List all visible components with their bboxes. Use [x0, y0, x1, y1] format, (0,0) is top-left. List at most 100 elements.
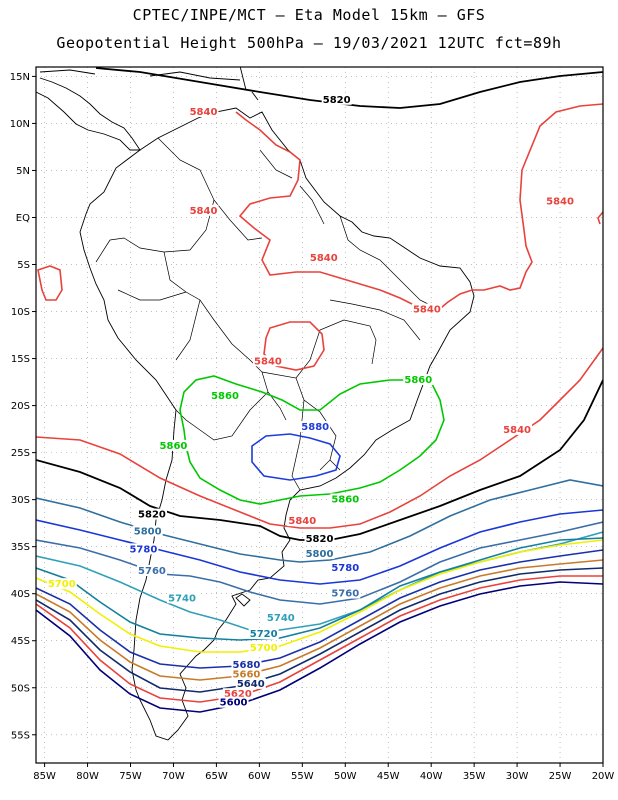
contour-label-5840: 5840 [546, 196, 574, 207]
falkland-islands [235, 593, 251, 607]
lon-tick-label: 45W [377, 771, 400, 782]
contour-label-5740: 5740 [267, 613, 295, 624]
country-borders [95, 137, 441, 491]
contour-label-background [545, 195, 576, 207]
contour-label-5780: 5780 [129, 544, 157, 555]
lat-lon-grid [36, 67, 604, 763]
contour-label-5840: 5840 [503, 425, 531, 436]
contour-label-5820: 5820 [138, 510, 166, 521]
lon-tick-label: 50W [334, 771, 357, 782]
contour-label-5860: 5860 [160, 441, 188, 452]
contour-label-5760: 5760 [331, 589, 359, 600]
contour-label-5700: 5700 [250, 643, 278, 654]
south-america-coastline [79, 107, 475, 741]
map-title: CPTEC/INPE/MCT – Eta Model 15km – GFS [132, 6, 486, 24]
lon-tick-label: 35W [463, 771, 486, 782]
map-subtitle: Geopotential Height 500hPa – 19/03/2021 … [56, 34, 562, 52]
contour-5680 [36, 549, 603, 669]
contour-label-5880: 5880 [301, 422, 329, 433]
contour-5820 [36, 67, 603, 541]
contour-label-5740: 5740 [168, 593, 196, 604]
lat-tick-label: 10S [11, 307, 30, 318]
lat-tick-label: 50S [11, 683, 30, 694]
lat-tick-label: 35S [11, 542, 30, 553]
contour-label-background [502, 423, 533, 435]
contour-label-5840: 5840 [254, 356, 282, 367]
contour-label-5800: 5800 [134, 527, 162, 538]
contour-label-background [235, 677, 266, 689]
contour-label-background [300, 421, 331, 433]
contour-label-5860: 5860 [404, 375, 432, 386]
contour-label-background [248, 628, 279, 640]
contour-5600 [36, 581, 603, 713]
contour-label-background [222, 688, 253, 700]
contour-label-background [304, 548, 335, 560]
contour-label-background [128, 543, 159, 555]
lon-tick-label: 20W [592, 771, 615, 782]
contour-label-background [252, 355, 283, 367]
axis-tick-labels: 15N 10N 5N EQ 5S 10S 15S 20S 25S 30S 35S 40S 45S 50S 5… [10, 72, 615, 782]
contour-label-background [265, 612, 296, 624]
lon-tick-label: 60W [248, 771, 271, 782]
contour-label-5840: 5840 [310, 253, 338, 264]
contour-label-background [287, 515, 318, 527]
contour-label-5720: 5720 [250, 629, 278, 640]
lat-tick-label: 5S [17, 260, 30, 271]
contour-label-background [248, 642, 279, 654]
contour-label-5860: 5860 [331, 495, 359, 506]
contour-label-background [132, 525, 163, 537]
contour-label-background [188, 204, 219, 216]
lat-tick-label: 30S [11, 495, 30, 506]
lon-tick-label: 55W [291, 771, 314, 782]
contour-label-background [218, 696, 249, 708]
southern-contours [36, 479, 603, 713]
caribbean-islands [39, 67, 259, 101]
lon-tick-label: 80W [76, 771, 99, 782]
map-frame [35, 66, 604, 764]
contour-label-5640: 5640 [237, 679, 265, 690]
contour-label-background [411, 303, 442, 315]
contour-5640 [36, 567, 603, 693]
lat-tick-label: 40S [11, 589, 30, 600]
contour-label-5820: 5820 [306, 534, 334, 545]
contour-label-5840: 5840 [190, 206, 218, 217]
contour-5880 [251, 433, 341, 481]
contour-label-background [167, 592, 198, 604]
contour-label-5840: 5840 [413, 305, 441, 316]
contour-label-5600: 5600 [220, 698, 248, 709]
central-america-coastline [36, 77, 141, 151]
contour-5700 [36, 539, 603, 653]
contour-label-layer: 5820 5840 5840 5840 5840 5840 5840 5840 5840 5860… [46, 93, 576, 709]
lon-tick-label: 65W [205, 771, 228, 782]
lat-tick-label: 25S [11, 448, 30, 459]
contour-label-background [210, 390, 240, 402]
lat-tick-label: 10N [10, 119, 30, 130]
contour-5720 [36, 537, 603, 641]
contour-label-background [136, 508, 167, 520]
contour-label-background [330, 493, 361, 505]
coastline-layer [36, 67, 475, 741]
contour-label-5800: 5800 [306, 549, 334, 560]
contour-label-5840: 5840 [190, 107, 218, 118]
contour-label-5780: 5780 [331, 563, 359, 574]
contour-label-background [304, 533, 335, 545]
contour-label-5760: 5760 [138, 566, 166, 577]
contour-5620 [36, 575, 603, 703]
contour-label-5660: 5660 [233, 669, 261, 680]
lat-tick-label: 45S [11, 636, 30, 647]
lon-tick-label: 25W [549, 771, 572, 782]
lon-tick-label: 30W [506, 771, 529, 782]
lon-tick-label: 75W [119, 771, 142, 782]
lon-tick-label: 85W [33, 771, 56, 782]
contour-label-5700: 5700 [48, 579, 76, 590]
contour-label-5840: 5840 [288, 516, 316, 527]
contour-label-5820: 5820 [323, 95, 351, 106]
lon-tick-label: 70W [162, 771, 185, 782]
contour-label-5860: 5860 [211, 391, 239, 402]
contour-5660 [36, 559, 603, 681]
contour-label-background [330, 587, 361, 599]
lat-tick-label: 15N [10, 72, 30, 83]
contour-label-5620: 5620 [224, 689, 252, 700]
contour-label-background [231, 659, 262, 671]
